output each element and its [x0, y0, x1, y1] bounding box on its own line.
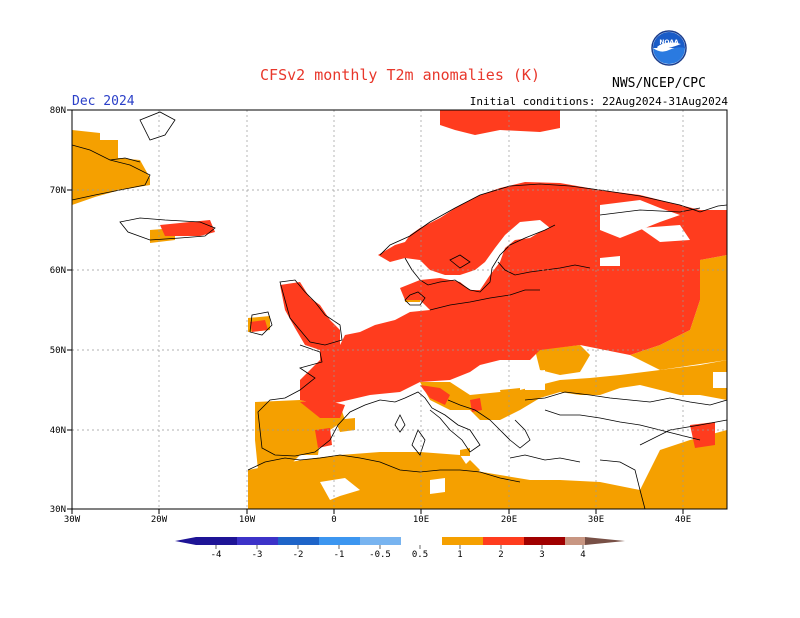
colorbar-segment — [442, 537, 483, 545]
forecast-month: Dec 2024 — [72, 94, 135, 109]
colorbar-label: -2 — [293, 550, 304, 560]
colorbar-label: -4 — [211, 550, 222, 560]
colorbar-arrow-low — [175, 537, 196, 545]
lon-label: 0 — [331, 515, 336, 525]
colorbar-label: 2 — [498, 550, 503, 560]
colorbar-label: -0.5 — [369, 550, 391, 560]
lat-label: 70N — [50, 186, 66, 196]
map-title: CFSv2 monthly T2m anomalies (K) — [260, 66, 540, 84]
lat-label: 50N — [50, 346, 66, 356]
lon-label: 30E — [588, 515, 604, 525]
lat-label: 30N — [50, 505, 66, 515]
lon-label: 40E — [675, 515, 691, 525]
colorbar-segment — [278, 537, 319, 545]
lon-label: 10E — [413, 515, 429, 525]
lon-label: 20E — [501, 515, 517, 525]
colorbar-segment — [360, 537, 401, 545]
initial-conditions: Initial conditions: 22Aug2024-31Aug2024 — [469, 95, 728, 108]
coastline-layer — [71, 111, 728, 510]
colorbar-label: -3 — [252, 550, 263, 560]
lat-labels: 80N 70N 60N 50N 40N 30N — [50, 106, 66, 515]
anomaly-fill-layer — [72, 110, 727, 509]
map-frame — [71, 109, 728, 510]
colorbar: -4 -3 -2 -1 -0.5 0.5 1 2 3 4 — [175, 537, 625, 560]
graticule — [72, 110, 727, 509]
agency-label: NWS/NCEP/CPC — [612, 76, 706, 91]
lon-label: 10W — [239, 515, 256, 525]
lon-label: 20W — [151, 515, 168, 525]
lat-label: 80N — [50, 106, 66, 116]
lat-label: 40N — [50, 426, 66, 436]
axis-ticks — [67, 109, 684, 514]
colorbar-label: 0.5 — [412, 550, 428, 560]
lon-labels: 30W 20W 10W 0 10E 20E 30E 40E — [64, 515, 691, 525]
lat-label: 60N — [50, 266, 66, 276]
colorbar-arrow-high — [585, 537, 625, 545]
colorbar-label: 3 — [539, 550, 544, 560]
colorbar-segment — [565, 537, 585, 545]
colorbar-segment — [483, 537, 524, 545]
colorbar-label: 1 — [457, 550, 462, 560]
noaa-logo-icon: NOAA — [651, 30, 687, 66]
lon-label: 30W — [64, 515, 81, 525]
colorbar-segment — [196, 537, 237, 545]
colorbar-label: 4 — [580, 550, 585, 560]
colorbar-segment — [401, 537, 442, 545]
anomaly-region-1-2 — [160, 110, 727, 448]
logo-text: NOAA — [659, 39, 679, 46]
colorbar-segment — [524, 537, 565, 545]
colorbar-label: -1 — [334, 550, 345, 560]
near-normal-region — [320, 200, 727, 500]
colorbar-segment — [319, 537, 360, 545]
colorbar-segment — [237, 537, 278, 545]
